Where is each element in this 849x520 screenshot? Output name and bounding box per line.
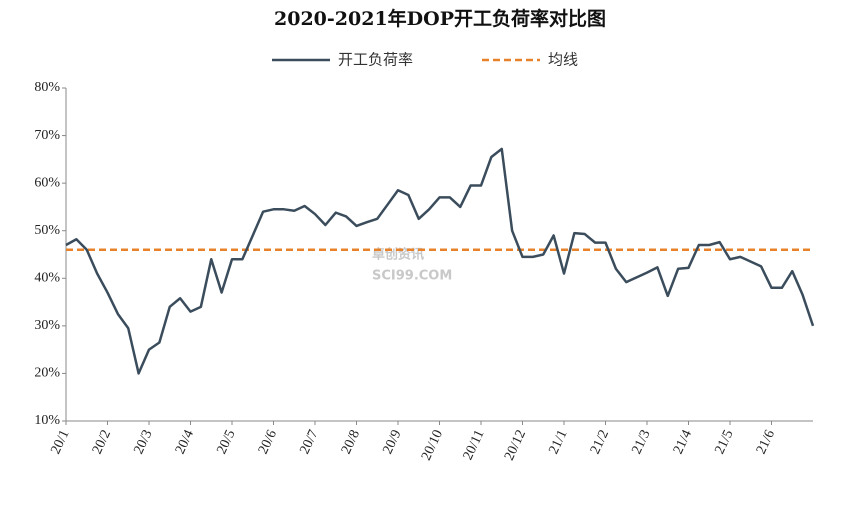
- x-tick-label: 21/4: [671, 428, 695, 457]
- chart-title: 2020-2021年DOP开工负荷率对比图: [274, 7, 606, 30]
- y-tick-label: 30%: [34, 318, 60, 333]
- x-tick-label: 20/2: [90, 428, 114, 457]
- x-tick-label: 20/3: [131, 428, 155, 457]
- x-tick-label: 21/5: [712, 428, 736, 457]
- x-tick-label: 21/1: [546, 428, 570, 457]
- data-line: [65, 147, 815, 375]
- x-tick-label: 21/2: [588, 428, 612, 457]
- legend-label: 开工负荷率: [338, 51, 413, 69]
- x-tick-label: 20/6: [256, 428, 280, 457]
- x-tick-label: 20/5: [214, 428, 238, 457]
- y-tick-label: 20%: [34, 366, 60, 381]
- x-tick-label: 20/11: [461, 428, 488, 463]
- y-tick-label: 60%: [34, 175, 60, 190]
- x-tick-label: 20/8: [339, 428, 363, 457]
- x-tick-label: 21/6: [754, 428, 778, 457]
- y-tick-label: 50%: [34, 223, 60, 238]
- x-tick-label: 20/1: [48, 428, 72, 457]
- x-tick-label: 20/4: [173, 428, 197, 457]
- y-tick-label: 10%: [34, 413, 60, 428]
- legend-label: 均线: [548, 51, 578, 69]
- x-tick-label: 20/12: [502, 428, 529, 463]
- x-tick-label: 20/10: [419, 428, 446, 463]
- x-tick-label: 20/9: [380, 428, 404, 457]
- x-tick-label: 20/7: [297, 428, 321, 457]
- watermark: SCI99.COM: [372, 269, 452, 284]
- x-tick-label: 21/3: [629, 428, 653, 457]
- y-tick-label: 40%: [34, 271, 60, 286]
- y-tick-label: 70%: [34, 128, 60, 143]
- y-tick-label: 80%: [34, 80, 60, 95]
